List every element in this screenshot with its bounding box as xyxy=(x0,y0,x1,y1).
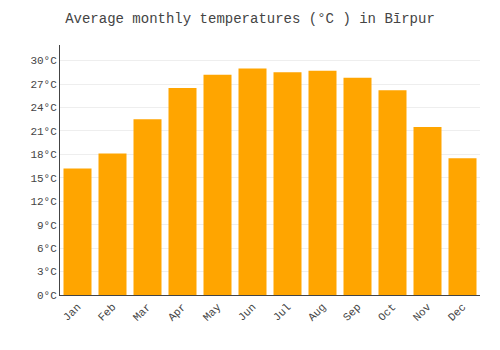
svg-text:15°C: 15°C xyxy=(30,173,57,185)
svg-text:24°C: 24°C xyxy=(30,102,57,114)
svg-text:Mar: Mar xyxy=(131,301,153,323)
svg-text:0°C: 0°C xyxy=(37,290,57,302)
svg-text:Aug: Aug xyxy=(306,301,328,323)
svg-text:Oct: Oct xyxy=(376,301,398,323)
svg-text:Average monthly temperatures (: Average monthly temperatures (°C ) in Bī… xyxy=(65,11,435,27)
svg-text:Jan: Jan xyxy=(61,301,83,323)
svg-text:Dec: Dec xyxy=(446,301,468,323)
svg-text:30°C: 30°C xyxy=(30,55,57,67)
svg-text:Sep: Sep xyxy=(341,301,363,323)
svg-text:3°C: 3°C xyxy=(37,266,57,278)
svg-text:12°C: 12°C xyxy=(30,196,57,208)
svg-text:9°C: 9°C xyxy=(37,220,57,232)
svg-text:Jun: Jun xyxy=(236,301,258,323)
svg-text:27°C: 27°C xyxy=(30,79,57,91)
svg-text:May: May xyxy=(201,301,224,324)
svg-text:18°C: 18°C xyxy=(30,149,57,161)
svg-text:21°C: 21°C xyxy=(30,126,57,138)
svg-text:6°C: 6°C xyxy=(37,243,57,255)
svg-text:Nov: Nov xyxy=(411,301,434,324)
svg-text:Jul: Jul xyxy=(271,301,293,323)
svg-text:Apr: Apr xyxy=(166,301,188,323)
svg-text:Feb: Feb xyxy=(96,301,118,323)
